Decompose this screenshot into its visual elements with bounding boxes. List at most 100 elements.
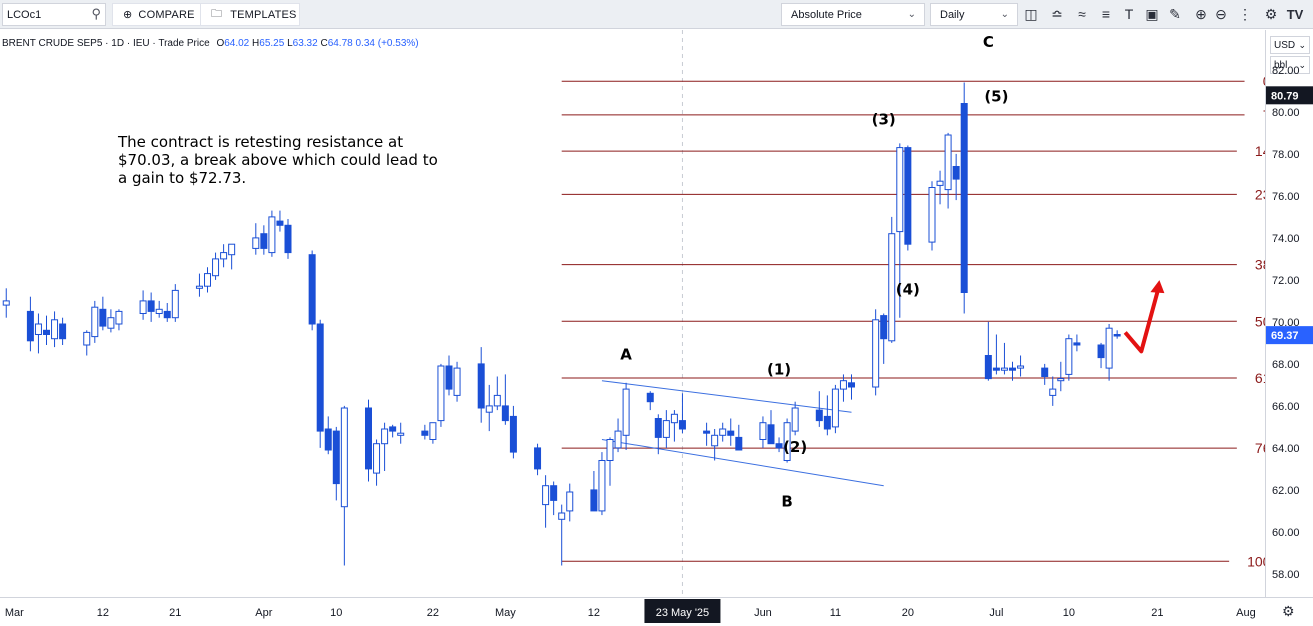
symbol-input[interactable]: LCOc1 ⚲: [2, 3, 106, 26]
wave-label: (2): [783, 438, 807, 456]
price-tick-label: 62.00: [1272, 485, 1300, 497]
candle-body: [622, 388, 630, 436]
compare-label: COMPARE: [138, 8, 195, 21]
price-tick-label: 60.00: [1272, 527, 1300, 539]
candle-body: [107, 317, 115, 329]
candle-body: [171, 289, 179, 319]
analysis-note: The contract is retesting resistance at …: [118, 133, 438, 187]
candle-body: [566, 491, 574, 512]
candle-body: [308, 254, 316, 325]
candle-body: [284, 224, 292, 254]
candle-body: [477, 363, 485, 409]
price-axis[interactable]: USD ⌄ bbl ⌄ 82.00 80.00 78.00 76.00 74.00 72.…: [1265, 30, 1313, 597]
legend-open: 64.02: [224, 38, 250, 49]
candle-body: [1073, 342, 1081, 346]
price-tick-label: 80.00: [1272, 107, 1300, 119]
shapes-icon[interactable]: ▣: [1145, 5, 1159, 22]
legend-low-label: L: [287, 38, 293, 49]
candle-body: [268, 216, 276, 254]
search-icon[interactable]: ⚲: [91, 6, 101, 21]
compare-button[interactable]: ⊕ COMPARE: [112, 3, 206, 26]
time-tick-label: Apr: [255, 607, 272, 619]
more-icon[interactable]: ⋮: [1238, 5, 1252, 22]
legend-name: BRENT CRUDE SEP5 · 1D · IEU · Trade Pric…: [2, 38, 210, 49]
price-type-select[interactable]: Absolute Price ⌄: [781, 3, 925, 26]
toolbar: LCOc1 ⚲ ⊕ COMPARE 🗀 TEMPLATES Absolute P…: [0, 0, 1313, 29]
candle-body: [509, 415, 517, 453]
wave-label: C: [983, 33, 994, 51]
time-axis[interactable]: Mar 12 21 Apr 10 22 May 12 Jun 11 20 Jul 10 21 Aug 23 M…: [0, 597, 1313, 626]
time-axis-labels: Mar 12 21 Apr 10 22 May 12 Jun 11 20 Jul 10 21 Aug 23 M…: [5, 599, 1256, 623]
legend-close: 64.78: [327, 38, 353, 49]
candle-body: [823, 415, 831, 430]
crosshair-date-tag: [644, 599, 721, 623]
crosshair-date-label: 23 May '25: [656, 607, 709, 619]
indicators-icon[interactable]: ≏: [1051, 5, 1063, 22]
candle-body: [606, 439, 614, 461]
candle-body: [703, 430, 711, 434]
price-chart[interactable]: 0.00% (81.46) 7.00% (79.86) 14.60% (78.13)…: [0, 30, 1265, 597]
fib-tool-icon[interactable]: ≡: [1101, 6, 1111, 22]
wave-label: A: [620, 346, 632, 364]
trend-arrow: [1123, 291, 1160, 354]
candle-body: [960, 103, 968, 293]
currency-select[interactable]: USD ⌄: [1270, 36, 1310, 54]
candle-body: [429, 422, 437, 441]
candle-body: [831, 388, 839, 428]
price-tick-label: 66.00: [1272, 401, 1300, 413]
wave-label: (3): [872, 111, 896, 129]
candle-body: [99, 308, 107, 327]
price-tick-label: 70.00: [1272, 317, 1300, 329]
chevron-down-icon: ⌄: [1000, 9, 1009, 20]
fib-level-label: 23.60% (76.07): [1255, 186, 1265, 202]
time-tick-label: May: [495, 607, 516, 619]
settings-icon[interactable]: ⚙: [1264, 5, 1278, 22]
candle-body: [614, 430, 622, 449]
zoom-out-icon[interactable]: ⊖: [1215, 5, 1227, 22]
wave-icon[interactable]: ≈: [1078, 6, 1086, 22]
candle-body: [984, 355, 992, 380]
candle-body: [91, 306, 99, 338]
zoom-in-icon[interactable]: ⊕: [1195, 5, 1207, 22]
channel-line: [601, 439, 884, 487]
unit-select[interactable]: bbl ⌄: [1270, 56, 1310, 74]
fib-level-label: 14.60% (78.13): [1255, 143, 1265, 159]
templates-label: TEMPLATES: [230, 8, 297, 21]
high-price-tag: [1266, 86, 1313, 105]
legend-low: 63.32: [292, 38, 318, 49]
price-tick-label: 58.00: [1272, 569, 1300, 581]
price-tick-label: 76.00: [1272, 191, 1300, 203]
candle-body: [163, 310, 171, 319]
time-tick-label: Jun: [754, 607, 772, 619]
candle-body: [598, 460, 606, 512]
text-tool-icon[interactable]: T: [1124, 6, 1134, 22]
time-tick-label: 20: [902, 607, 914, 619]
templates-button[interactable]: 🗀 TEMPLATES: [200, 3, 300, 26]
interval-select[interactable]: Daily ⌄: [930, 3, 1018, 26]
candle-body: [1105, 327, 1113, 369]
candle-body: [2, 300, 10, 306]
settings-icon[interactable]: ⚙: [1282, 603, 1295, 619]
candle-body: [670, 413, 678, 424]
candle-body: [397, 432, 405, 436]
candle-body: [590, 489, 598, 512]
candle-body: [204, 273, 211, 287]
legend-open-label: O: [216, 38, 225, 49]
candle-body: [719, 428, 727, 436]
candle-style-icon[interactable]: ◫: [1024, 5, 1038, 22]
time-tick-label: 10: [1063, 607, 1075, 619]
candle-body: [759, 422, 767, 441]
fib-level-label: 0.00% (81.46): [1263, 73, 1265, 89]
candle-body: [147, 300, 155, 312]
candle-body: [445, 365, 453, 390]
fib-level-label: 7.00% (79.86): [1263, 107, 1265, 123]
last-price-tag: [1266, 326, 1313, 345]
candle-body: [767, 424, 775, 445]
price-tick-label: 74.00: [1272, 233, 1300, 245]
candle-body: [550, 485, 558, 501]
draw-icon[interactable]: ✎: [1169, 5, 1181, 22]
candle-body: [815, 409, 823, 422]
candle-body: [880, 315, 888, 340]
candle-body: [1097, 344, 1105, 359]
candle-body: [654, 418, 662, 438]
